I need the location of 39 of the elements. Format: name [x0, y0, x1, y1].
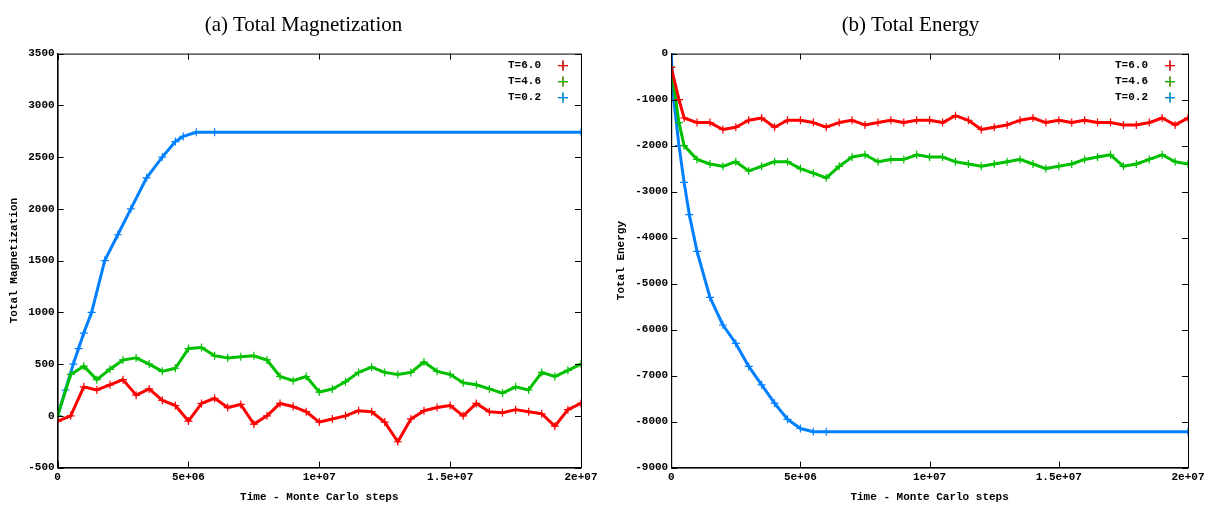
- x-axis-title: Time - Monte Carlo steps: [240, 491, 399, 504]
- y-tick-label: 0: [47, 409, 55, 422]
- legend-label: T=0.2: [507, 91, 541, 104]
- y-tick-label: -9000: [635, 461, 669, 474]
- y-tick-label: -6000: [635, 323, 669, 336]
- x-tick-label: 1e+07: [302, 470, 336, 483]
- legend-label: T=4.6: [507, 75, 541, 88]
- y-tick-label: -4000: [635, 231, 669, 244]
- y-axis-title: Total Energy: [615, 220, 628, 301]
- y-tick-label: 1000: [28, 306, 55, 319]
- y-tick-label: -7000: [635, 369, 669, 382]
- x-axis-title: Time - Monte Carlo steps: [850, 491, 1009, 504]
- chart-title: (b) Total Energy: [840, 11, 981, 38]
- y-tick-label: 2500: [28, 150, 55, 163]
- x-tick-label: 1e+07: [913, 470, 947, 483]
- x-tick-label: 1.5e+07: [1035, 470, 1082, 483]
- x-tick-label: 5e+06: [171, 470, 205, 483]
- y-tick-label: -8000: [635, 415, 669, 428]
- x-tick-label: 2e+07: [564, 470, 598, 483]
- y-tick-label: -5000: [635, 277, 669, 290]
- x-tick-label: 5e+06: [783, 470, 817, 483]
- y-tick-label: -2000: [635, 139, 669, 152]
- legend-label: T=4.6: [1114, 75, 1148, 88]
- y-tick-label: -1000: [635, 93, 669, 106]
- y-tick-label: 3500: [28, 47, 55, 60]
- y-tick-label: 0: [661, 47, 669, 60]
- legend-label: T=6.0: [1114, 59, 1148, 72]
- y-tick-label: -500: [28, 461, 55, 474]
- x-tick-label: 2e+07: [1171, 470, 1205, 483]
- y-tick-label: 3000: [28, 99, 55, 112]
- legend-label: T=6.0: [507, 59, 541, 72]
- y-axis-title: Total Magnetization: [8, 197, 21, 324]
- x-tick-label: 1.5e+07: [427, 470, 474, 483]
- y-tick-label: 2000: [28, 202, 55, 215]
- y-tick-label: 1500: [28, 254, 55, 267]
- y-tick-label: -3000: [635, 185, 669, 198]
- legend-label: T=0.2: [1114, 91, 1148, 104]
- chart-title: (a) Total Magnetization: [203, 11, 404, 38]
- y-tick-label: 500: [34, 357, 55, 370]
